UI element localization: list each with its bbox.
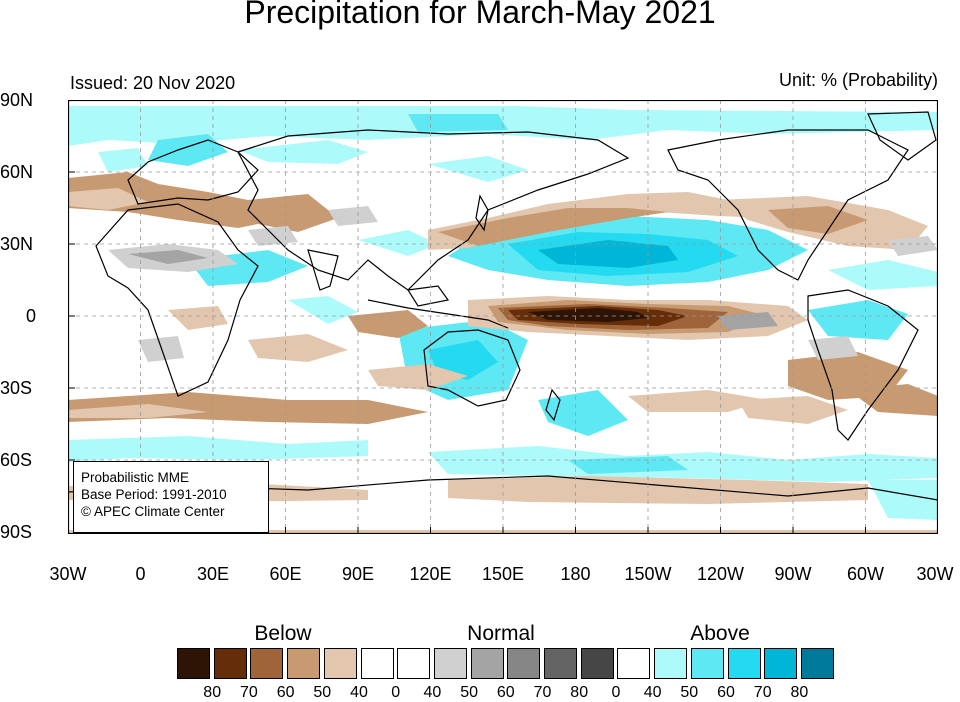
- lat-label-60n: 60N: [0, 162, 34, 182]
- legend-color-box: [617, 648, 651, 679]
- legend-tick-label: 50: [460, 684, 478, 701]
- legend-color-box: [690, 648, 724, 679]
- lat-label-60s: 60S: [0, 450, 33, 470]
- lon-label-60e: 60E: [269, 564, 302, 584]
- legend-color-box: [360, 648, 394, 679]
- lon-label-180: 180: [560, 564, 591, 584]
- legend-tick-label: 70: [533, 684, 552, 701]
- legend-color-box: [800, 648, 834, 679]
- legend-tick-label: 60: [496, 684, 515, 701]
- legend-color-box: [727, 648, 761, 679]
- legend-tick-label: 50: [313, 684, 332, 701]
- lon-label-30w: 30W: [49, 564, 87, 584]
- precipitation-probability-map: [68, 100, 938, 534]
- legend-tick-label: 70: [239, 684, 258, 701]
- map-frame: [68, 100, 938, 534]
- model-info-line2: Base Period: 1991-2010: [81, 487, 227, 502]
- legend-tick-label: 40: [423, 684, 442, 701]
- near-normal-regions: [108, 206, 938, 362]
- legend-color-box: [250, 648, 284, 679]
- lat-label-90n: 90N: [0, 90, 34, 110]
- legend-color-box: [470, 648, 504, 679]
- legend-normal-label: Normal: [467, 622, 535, 645]
- legend-color-box: [213, 648, 247, 679]
- legend-color-box: [287, 648, 321, 679]
- legend-tick-label: 40: [643, 684, 662, 701]
- lat-label-90s: 90S: [0, 522, 33, 542]
- unit-label: Unit: % (Probability): [778, 70, 938, 90]
- legend-tick-label: 40: [350, 684, 368, 701]
- model-info-line3: © APEC Climate Center: [81, 504, 225, 519]
- issued-date: Issued: 20 Nov 2020: [70, 73, 236, 93]
- legend-tick-label: 60: [717, 684, 735, 701]
- coastlines: [68, 111, 938, 501]
- legend-color-box: [177, 648, 210, 679]
- legend-color-box: [580, 648, 614, 679]
- legend-tick-label: 0: [611, 684, 621, 701]
- lat-label-30n: 30N: [0, 234, 34, 254]
- legend-tick-label: 70: [753, 684, 772, 701]
- lon-label-90w: 90W: [774, 564, 812, 584]
- legend-color-box: [397, 648, 431, 679]
- model-info-box: Probabilistic MME Base Period: 1991-2010…: [73, 461, 269, 533]
- legend-color-box: [507, 648, 541, 679]
- lat-label-0: 0: [26, 306, 37, 326]
- lon-label-150e: 150E: [481, 564, 525, 584]
- lon-label-0: 0: [135, 564, 146, 584]
- lon-label-120e: 120E: [409, 564, 452, 584]
- lon-label-60w: 60W: [846, 564, 885, 584]
- legend-tick-label: 80: [203, 684, 222, 701]
- legend-tick-label: 0: [391, 684, 401, 701]
- legend-above-label: Above: [690, 622, 750, 645]
- legend-tick-label: 80: [570, 684, 589, 701]
- legend-color-box: [544, 648, 577, 679]
- lon-label-120w: 120W: [696, 564, 745, 584]
- model-info-line1: Probabilistic MME: [81, 470, 190, 485]
- lat-label-30s: 30S: [0, 378, 33, 398]
- legend-color-box: [323, 648, 357, 679]
- legend-color-box: [433, 648, 467, 679]
- lon-label-30w-east: 30W: [916, 564, 954, 584]
- legend-tick-label: 60: [276, 684, 295, 701]
- lon-label-30e: 30E: [196, 564, 230, 584]
- legend-tick-label: 50: [680, 684, 699, 701]
- lon-label-90e: 90E: [341, 564, 375, 584]
- legend-tick-label: 80: [790, 684, 809, 701]
- legend-below-label: Below: [254, 622, 312, 645]
- legend-color-box: [764, 648, 798, 679]
- legend-color-box: [654, 648, 688, 679]
- map-title: Precipitation for March-May 2021: [244, 0, 716, 30]
- below-normal-regions: [68, 172, 938, 534]
- lon-label-150w: 150W: [624, 564, 672, 584]
